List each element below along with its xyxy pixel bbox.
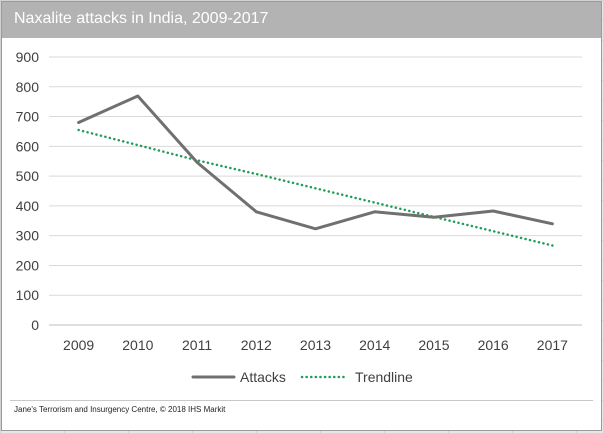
- x-tick-label-2016: 2016: [478, 337, 509, 353]
- y-tick-label-900: 900: [16, 49, 40, 65]
- x-tick-label-2014: 2014: [359, 337, 390, 353]
- y-tick-label-600: 600: [16, 138, 40, 154]
- x-tick-label-2011: 2011: [182, 337, 212, 353]
- legend-label-trendline: Trendline: [355, 369, 413, 385]
- y-tick-label-400: 400: [16, 198, 40, 214]
- y-tick-label-200: 200: [16, 257, 40, 273]
- legend-label-attacks: Attacks: [240, 369, 286, 385]
- x-tick-label-2013: 2013: [300, 337, 331, 353]
- y-tick-label-800: 800: [16, 79, 40, 95]
- x-tick-label-2010: 2010: [122, 337, 153, 353]
- x-tick-label-2009: 2009: [63, 337, 94, 353]
- x-axis-ticks: 2009 2010 2011 2012 2013 2014 2015 2016 2017: [63, 337, 568, 353]
- y-axis-ticks: 0 100 200 300 400 500 600 700 800 900: [16, 49, 40, 333]
- series-line-trendline: [77, 128, 554, 247]
- title-bar: Naxalite attacks in India, 2009-2017: [2, 2, 601, 38]
- y-tick-label-100: 100: [16, 287, 40, 303]
- y-tick-label-500: 500: [16, 168, 40, 184]
- x-tick-label-2015: 2015: [418, 337, 449, 353]
- legend: Attacks Trendline: [191, 369, 413, 385]
- x-tick-label-2012: 2012: [241, 337, 272, 353]
- source-note: Jane's Terrorism and Insurgency Centre, …: [14, 405, 226, 414]
- grid: [49, 56, 582, 326]
- x-tick-label-2017: 2017: [537, 337, 568, 353]
- y-tick-label-0: 0: [31, 317, 39, 333]
- chart-title: Naxalite attacks in India, 2009-2017: [14, 10, 269, 27]
- footer-divider: [10, 400, 593, 401]
- y-tick-label-300: 300: [16, 228, 40, 244]
- series: [77, 94, 554, 247]
- series-line-attacks: [77, 94, 554, 231]
- line-chart: 0 100 200 300 400 500 600 700 800 900 2009 2010 201…: [16, 49, 582, 385]
- y-tick-label-700: 700: [16, 109, 40, 125]
